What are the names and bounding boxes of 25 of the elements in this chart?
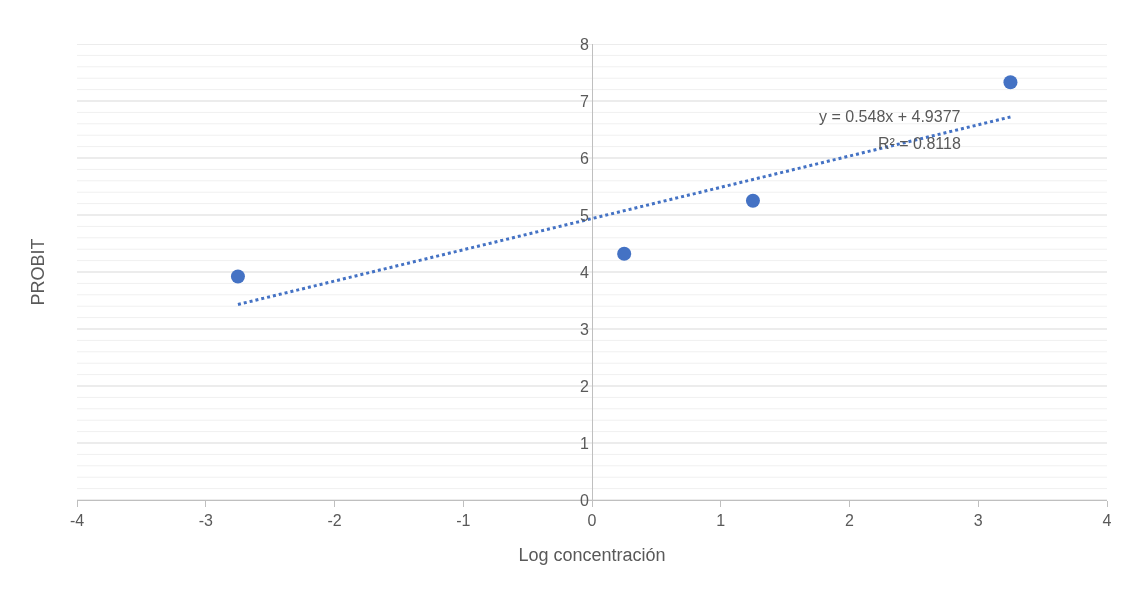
x-tick-label: 1 [716,512,726,530]
y-tick-label: 0 [579,491,589,509]
x-tick-label: -1 [456,512,471,530]
x-axis-title: Log concentración [518,545,666,566]
x-tick-label: -4 [69,512,85,530]
annotation: y = 0.548x + 4.9377 [819,108,961,125]
y-tick-label: 3 [579,320,589,338]
point [230,269,245,284]
annotation: R² = 0.8118 [878,135,961,152]
y-tick-label: 5 [579,206,589,224]
y-tick-label: 6 [579,149,589,167]
x-tick-label: -3 [198,512,213,530]
x-tick-label: 2 [845,512,855,530]
y-axis-title: PROBIT [27,238,48,306]
y-tick-label: 2 [579,377,589,395]
x-tick-label: 3 [973,512,983,530]
point [617,246,632,261]
point [745,193,760,208]
point [1003,75,1018,90]
x-tick-label: 4 [1102,512,1112,530]
y-tick-label: 8 [579,35,589,53]
y-tick-label: 1 [579,434,589,452]
y-tick-label: 7 [579,92,589,110]
x-tick-label: -2 [327,512,342,530]
y-tick-label: 4 [579,263,589,281]
